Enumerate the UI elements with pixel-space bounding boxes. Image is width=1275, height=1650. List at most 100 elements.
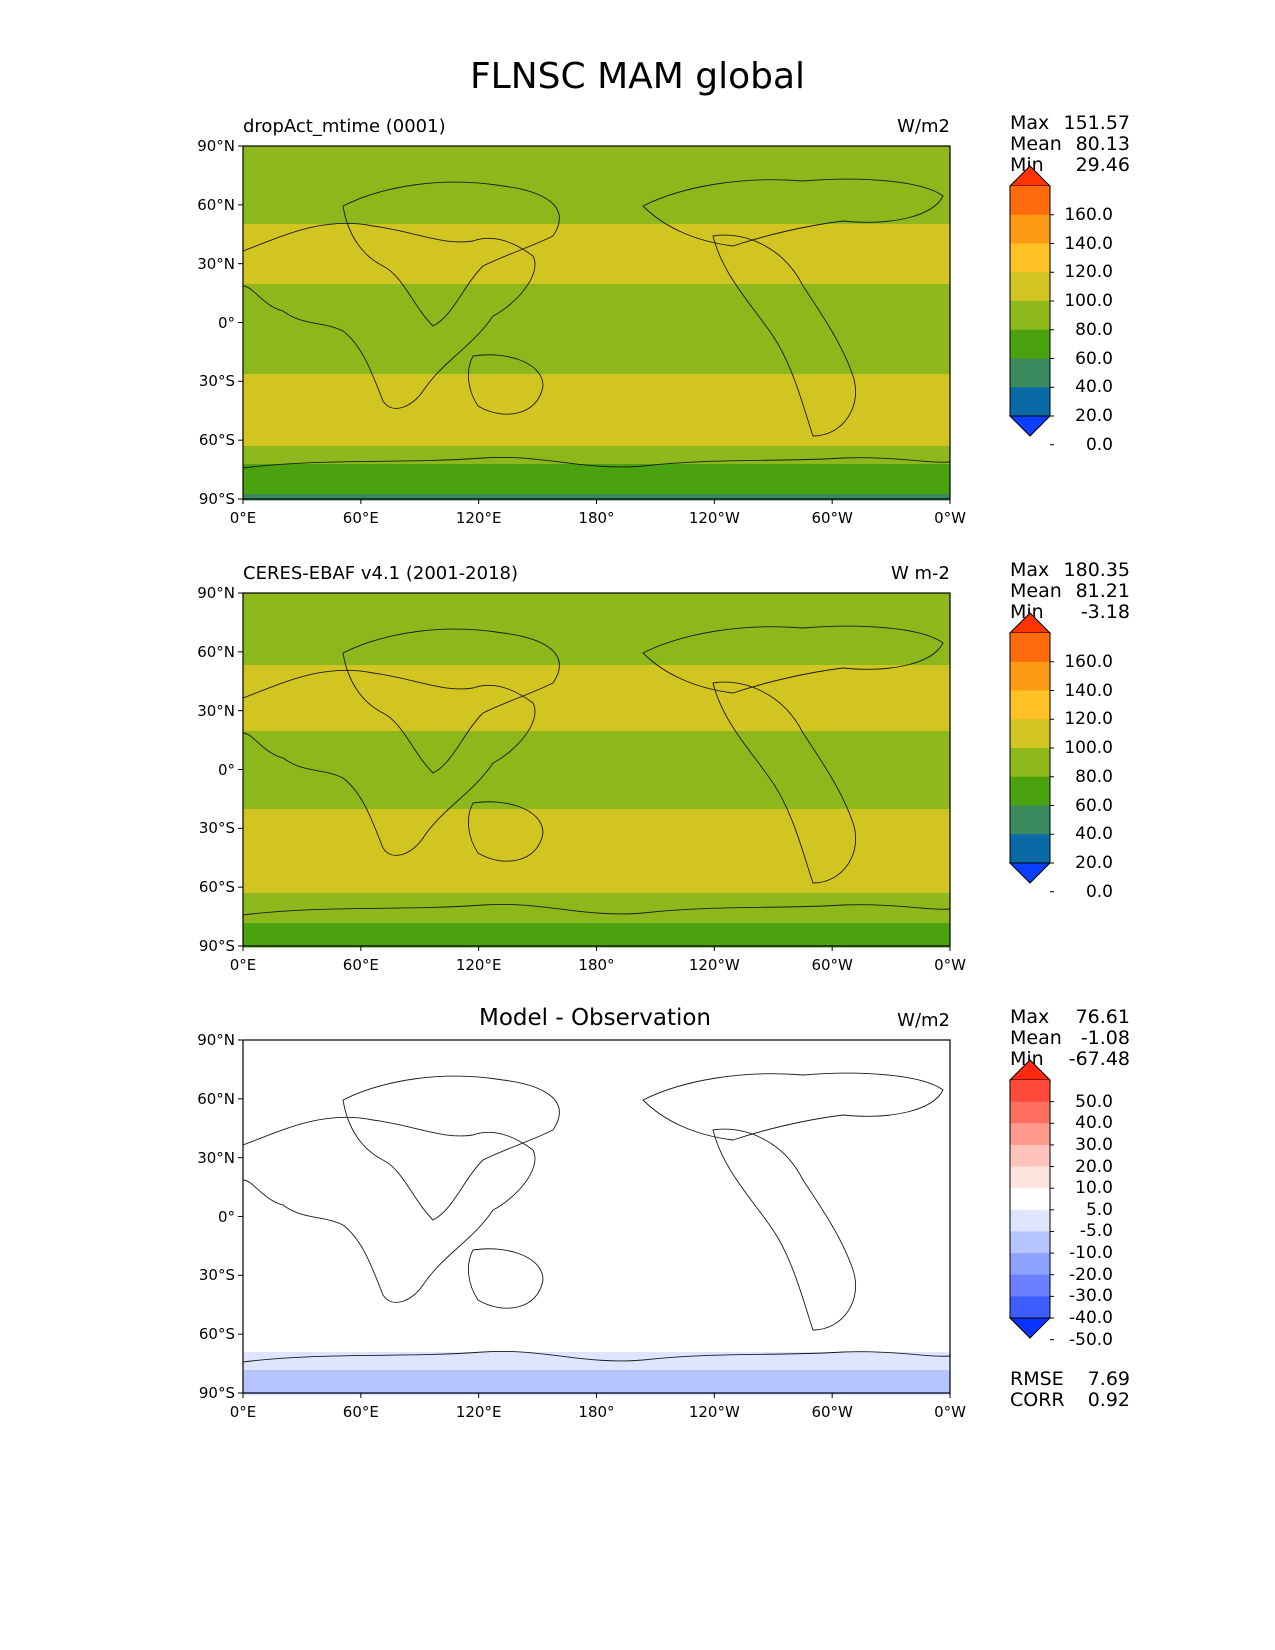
- field-band: [243, 1106, 950, 1113]
- units-label: W m-2: [890, 563, 950, 584]
- field-band: [243, 1130, 950, 1137]
- field-band: [243, 356, 950, 363]
- x-tick-label: 60°W: [811, 1403, 853, 1421]
- x-tick-label: 0°W: [934, 509, 966, 527]
- units-label: W/m2: [897, 1010, 950, 1031]
- field-band: [243, 266, 950, 273]
- field-band: [243, 1088, 950, 1095]
- figure-title: FLNSC MAM global: [469, 56, 806, 97]
- field-band: [243, 170, 950, 177]
- stat-label-rmse: RMSE: [1010, 1368, 1064, 1390]
- stat-label-min: Min: [1010, 154, 1044, 176]
- field-band: [243, 785, 950, 792]
- field-band: [243, 1280, 950, 1287]
- y-tick-label: 30°S: [198, 819, 235, 838]
- field-band: [243, 1268, 950, 1275]
- y-tick-label: 30°S: [198, 1266, 235, 1285]
- field-band: [243, 1148, 950, 1155]
- field-band: [243, 308, 950, 315]
- field-band: [243, 611, 950, 618]
- colorbar-label: -40.0: [1069, 1308, 1113, 1328]
- field-band: [243, 1358, 950, 1365]
- field-band: [243, 1388, 950, 1395]
- field-band: [243, 434, 950, 441]
- field-band: [243, 1040, 950, 1047]
- coastline: [712, 1128, 857, 1331]
- field-band: [243, 494, 950, 501]
- field-band: [243, 755, 950, 762]
- field-band: [243, 188, 950, 195]
- colorbar-segment: [1010, 329, 1050, 359]
- colorbar-segment: [1010, 1144, 1050, 1168]
- field-band: [243, 152, 950, 159]
- colorbar-label: 160.0: [1064, 204, 1113, 225]
- field-band: [243, 827, 950, 834]
- field-band: [243, 1226, 950, 1233]
- colorbar-segment: [1010, 214, 1050, 244]
- y-tick-label: 90°N: [197, 137, 235, 155]
- colorbar-label: 140.0: [1064, 680, 1113, 701]
- colorbar-label: 140.0: [1064, 233, 1113, 254]
- field-band: [243, 344, 950, 351]
- colorbar-label: 20.0: [1075, 406, 1113, 426]
- field-band: [243, 368, 950, 375]
- x-tick-label: 180°: [578, 1403, 615, 1421]
- field-band: [243, 617, 950, 624]
- field-band: [243, 1184, 950, 1191]
- colorbar-extend-bottom: [1008, 415, 1052, 437]
- x-tick-label: 0°E: [229, 956, 257, 974]
- field-band: [243, 743, 950, 750]
- colorbar-segment: [1010, 358, 1050, 388]
- field-band: [243, 1274, 950, 1281]
- colorbar-label: -5.0: [1079, 1221, 1113, 1242]
- field-band: [243, 1166, 950, 1173]
- stat-value-min: -3.18: [1080, 601, 1130, 623]
- field-band: [243, 428, 950, 435]
- field-band: [243, 1154, 950, 1161]
- colorbar-label: 40.0: [1075, 377, 1113, 398]
- field-band: [243, 1370, 950, 1377]
- field-band: [243, 410, 950, 417]
- field-band: [243, 1334, 950, 1341]
- field-band: [243, 767, 950, 774]
- coastline: [242, 669, 536, 856]
- colorbar-extend-top: [1008, 165, 1052, 187]
- field-band: [243, 899, 950, 906]
- field-band: [243, 1046, 950, 1053]
- field-band: [243, 779, 950, 786]
- field-band: [243, 647, 950, 654]
- stat-label-min: Min: [1010, 1048, 1044, 1070]
- coastline: [712, 681, 857, 884]
- colorbar-label: 30.0: [1075, 1134, 1113, 1155]
- field-band: [243, 881, 950, 888]
- stat-label-mean: Mean: [1010, 133, 1062, 155]
- x-tick-label: 0°W: [934, 1403, 966, 1421]
- colorbar-segment: [1010, 719, 1050, 749]
- colorbar-extend-bottom: [1008, 862, 1052, 884]
- colorbar-segment: [1010, 186, 1050, 216]
- field-band: [243, 422, 950, 429]
- stat-value-min: -67.48: [1068, 1048, 1130, 1070]
- field-band: [243, 1142, 950, 1149]
- colorbar-segment: [1010, 1253, 1050, 1276]
- panel-title: CERES-EBAF v4.1 (2001-2018): [243, 563, 519, 584]
- field-band: [243, 635, 950, 642]
- field-band: [243, 326, 950, 333]
- field-band: [243, 1352, 950, 1359]
- y-tick-label: 30°N: [197, 701, 235, 720]
- field-band: [243, 1238, 950, 1245]
- panel-title: dropAct_mtime (0001): [243, 116, 446, 137]
- colorbar: [1008, 165, 1054, 446]
- stat-value-mean: -1.08: [1080, 1027, 1130, 1049]
- coastline: [342, 628, 560, 774]
- stat-label-mean: Mean: [1010, 580, 1062, 602]
- colorbar-segment: [1010, 1296, 1050, 1319]
- map-field: [242, 146, 951, 501]
- field-band: [243, 416, 950, 423]
- field-band: [243, 260, 950, 267]
- colorbar-extend-bottom: [1008, 1317, 1052, 1339]
- coastline: [242, 456, 951, 469]
- field-band: [243, 464, 950, 471]
- field-band: [243, 1304, 950, 1311]
- colorbar-label: 100.0: [1064, 291, 1113, 311]
